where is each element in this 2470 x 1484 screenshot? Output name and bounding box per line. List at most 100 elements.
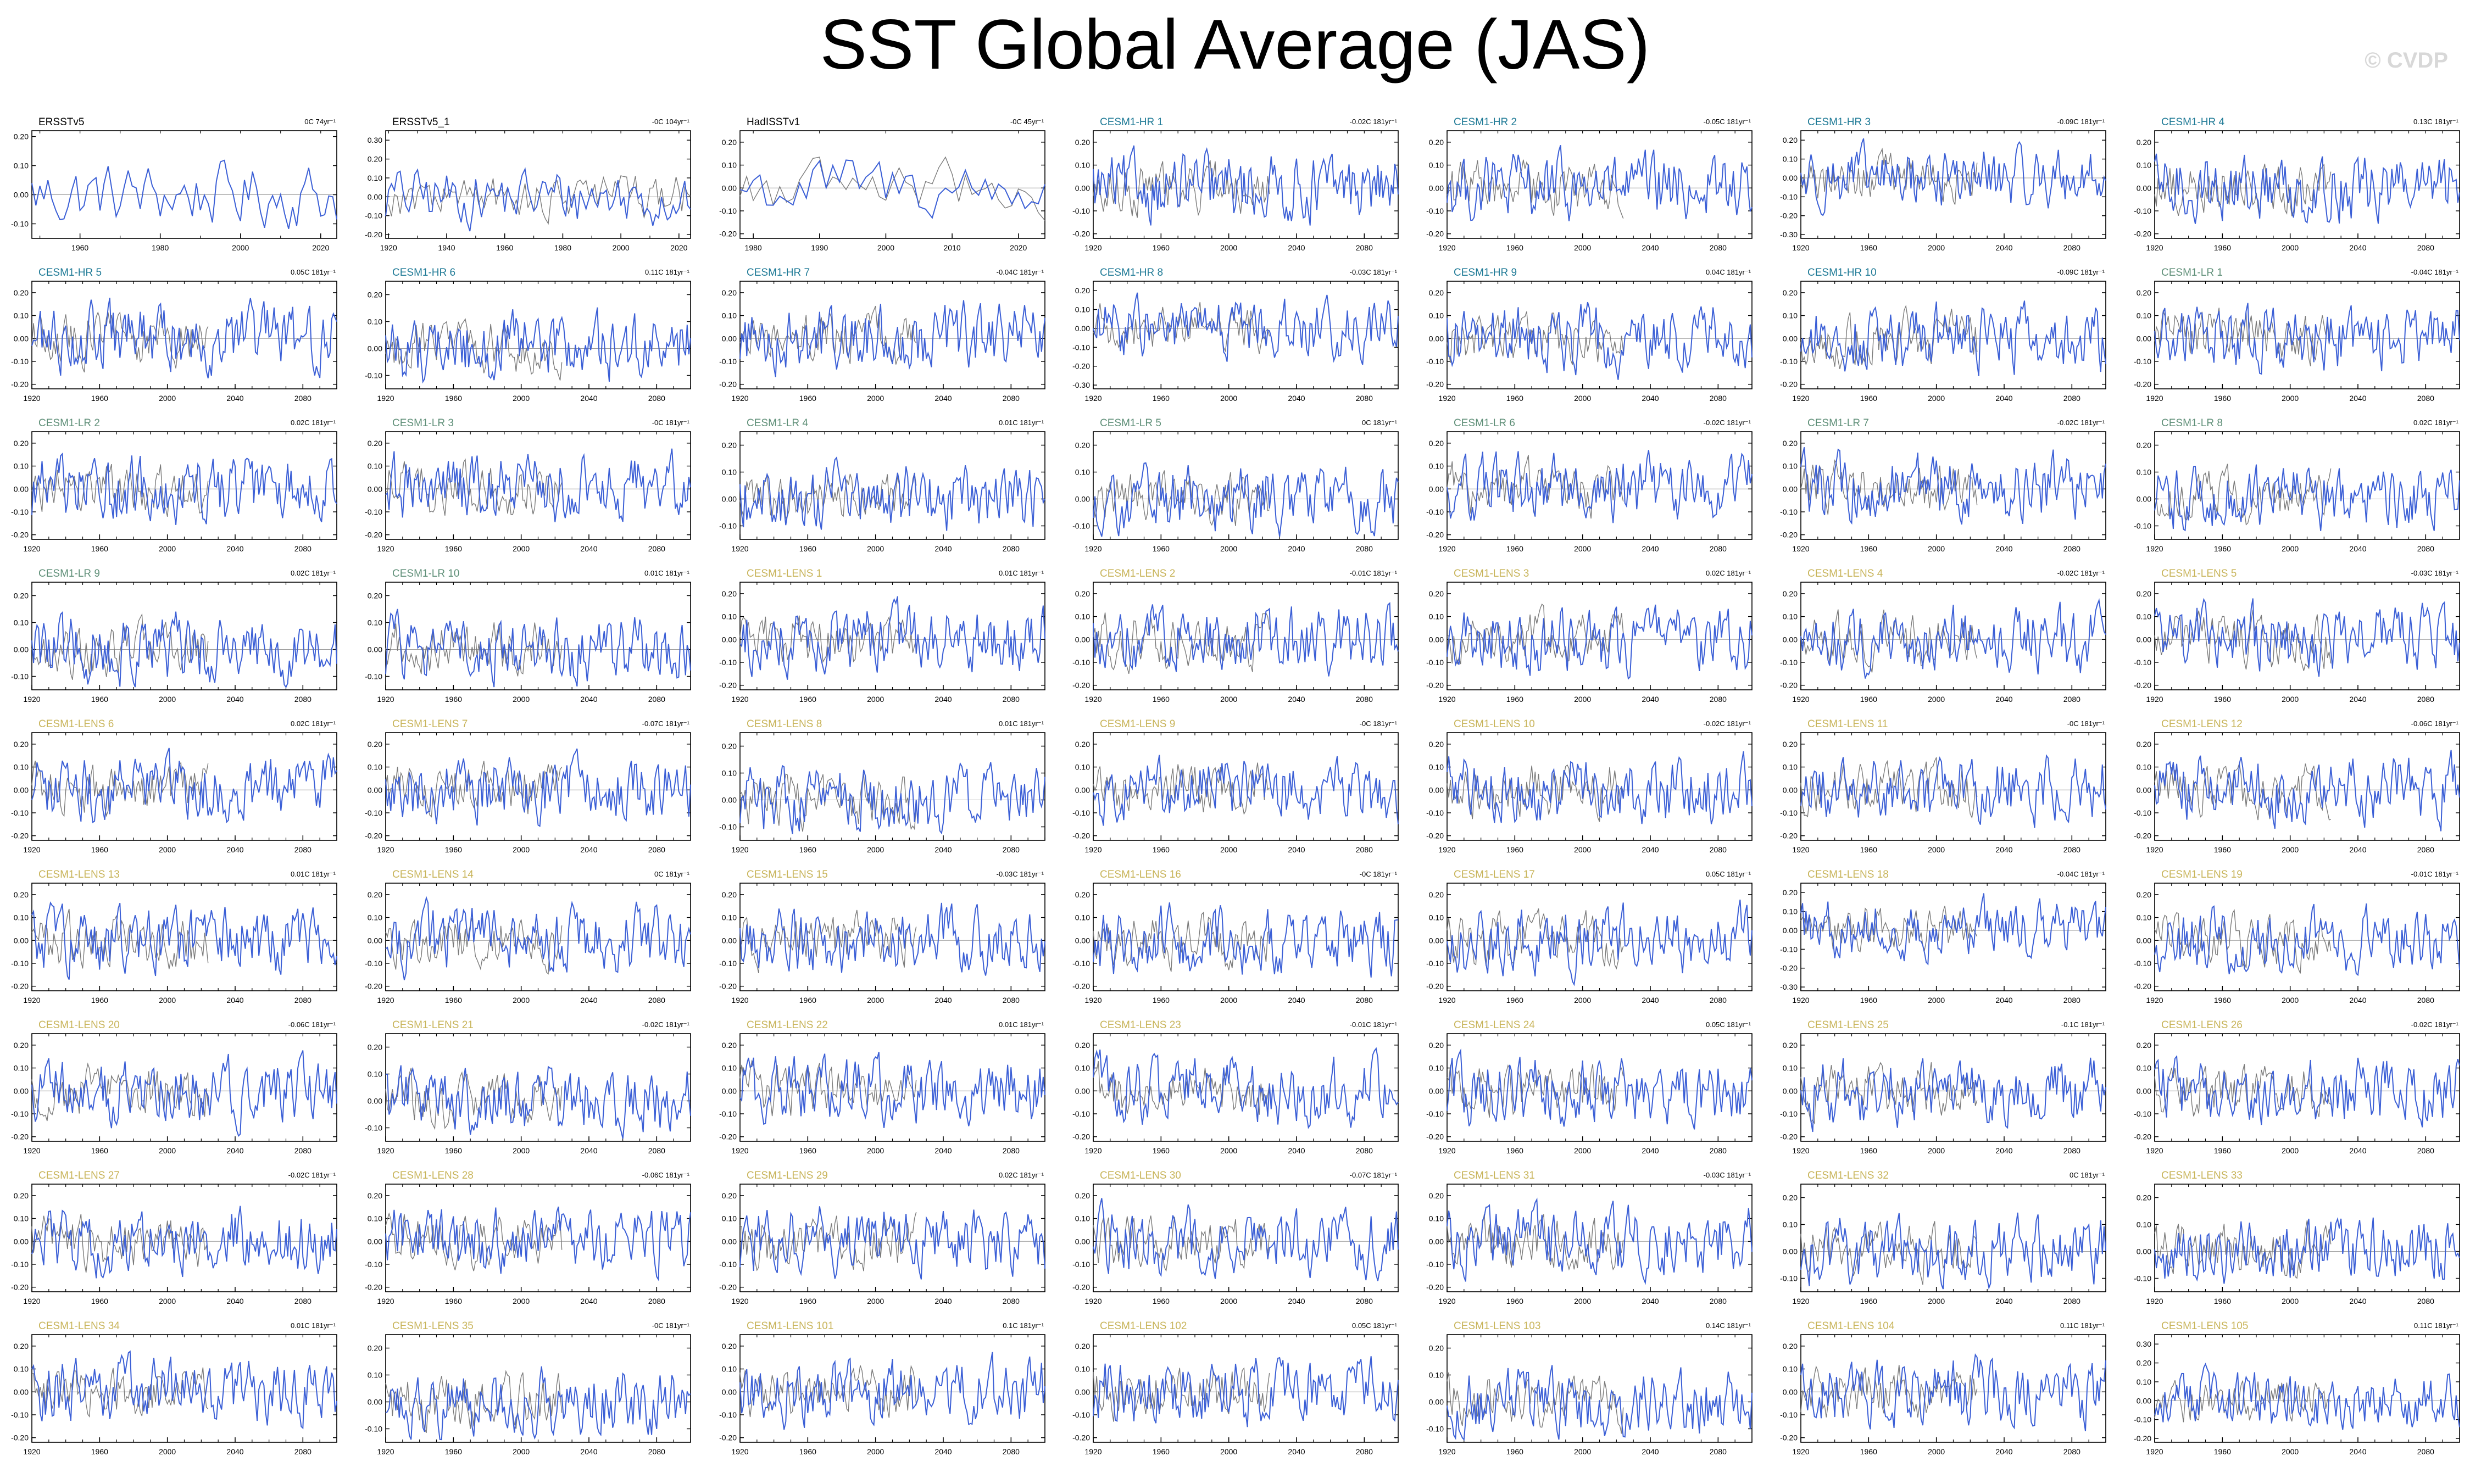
y-tick-label: -0.20: [365, 1283, 382, 1292]
y-tick-label: -0.20: [1426, 380, 1444, 389]
panel-frame: [1093, 582, 1399, 690]
panel-cesm1-lens-22: CESM1-LENS 22 0.01C 181yr⁻¹ 0.20 0.10 0.00 -0…: [719, 1019, 1045, 1155]
x-tick-label: 2000: [159, 845, 176, 854]
y-tick-label: -0.20: [719, 380, 737, 389]
x-tick-label: 1960: [1153, 1447, 1170, 1456]
x-tick-label: 2040: [1288, 544, 1305, 553]
x-tick-label: 1960: [2214, 394, 2231, 403]
x-tick-label: 1960: [799, 544, 816, 553]
panel-cesm1-lens-12: CESM1-LENS 12 -0.06C 181yr⁻¹ 0.20 0.10 0.00 -…: [2134, 718, 2460, 854]
x-tick-label: 1960: [2214, 1447, 2231, 1456]
panel-trend-label: 0.01C 181yr⁻¹: [291, 870, 336, 878]
x-tick-label: 2080: [1003, 1447, 1020, 1456]
x-tick-label: 2000: [1574, 394, 1591, 403]
copyright-watermark: © CVDP: [2365, 48, 2448, 72]
y-tick-label: -0.10: [719, 823, 737, 832]
y-tick-label: 0.20: [1075, 1191, 1090, 1200]
y-tick-label: -0.10: [2134, 357, 2151, 366]
model-series-line: [1447, 899, 1753, 986]
panel-title: ERSSTv5_1: [392, 116, 450, 128]
x-tick-label: 1920: [377, 996, 394, 1005]
panel-frame: [2154, 883, 2460, 991]
panel-cesm1-lens-6: CESM1-LENS 6 0.02C 181yr⁻¹ 0.20 0.10 0.00 -0.…: [11, 718, 337, 854]
y-tick-label: 0.10: [722, 769, 737, 778]
y-tick-label: -0.10: [1426, 1109, 1444, 1118]
y-tick-label: -0.20: [1426, 230, 1444, 238]
x-tick-label: 2000: [513, 394, 530, 403]
panel-trend-label: 0.02C 181yr⁻¹: [2413, 419, 2459, 427]
y-tick-label: 0.00: [14, 191, 29, 199]
y-tick-label: -0.10: [719, 658, 737, 667]
y-tick-label: 0.10: [14, 1064, 29, 1073]
x-tick-label: 1920: [377, 544, 394, 553]
y-tick-label: -0.10: [1780, 357, 1798, 366]
panel-frame: [1093, 1334, 1399, 1443]
x-tick-label: 2040: [934, 1146, 952, 1155]
x-tick-label: 2040: [1995, 1297, 2012, 1306]
x-tick-label: 2040: [2349, 1447, 2366, 1456]
x-tick-label: 2080: [294, 845, 311, 854]
y-tick-label: -0.20: [1072, 681, 1090, 690]
model-series-line: [2154, 1055, 2460, 1128]
panel-title: CESM1-LENS 13: [38, 869, 120, 880]
x-tick-label: 1920: [1084, 1297, 1102, 1306]
y-tick-label: 0.00: [1429, 936, 1444, 945]
x-tick-label: 2040: [1995, 695, 2012, 704]
model-series-line: [1447, 1365, 1753, 1441]
y-tick-label: -0.20: [719, 1283, 737, 1292]
y-tick-label: 0.20: [1429, 890, 1444, 899]
x-tick-label: 1980: [745, 243, 762, 252]
y-tick-label: 0.10: [2137, 311, 2151, 320]
x-tick-label: 2040: [2349, 1297, 2366, 1306]
x-tick-label: 1920: [23, 1297, 40, 1306]
panel-trend-label: 0.02C 181yr⁻¹: [1706, 569, 1751, 577]
panel-cesm1-lens-33: CESM1-LENS 33 0.20 0.10 0.00 -0.10 1920 1960 20…: [2134, 1170, 2460, 1306]
obs-series-line: [1447, 1372, 1624, 1434]
x-tick-label: 2080: [2063, 996, 2080, 1005]
x-tick-label: 1960: [445, 394, 462, 403]
x-tick-label: 1920: [23, 394, 40, 403]
y-tick-label: 0.20: [14, 1342, 29, 1351]
y-tick-label: 0.20: [368, 890, 382, 899]
y-tick-label: 0.10: [2137, 1064, 2151, 1073]
y-tick-label: -0.10: [1072, 959, 1090, 968]
x-tick-label: 1960: [91, 845, 108, 854]
model-series-line: [1093, 292, 1399, 365]
x-tick-label: 1920: [23, 544, 40, 553]
panel-trend-label: -0.06C 181yr⁻¹: [288, 1020, 336, 1029]
y-tick-label: 0.10: [722, 1365, 737, 1374]
y-tick-label: 0.00: [14, 1387, 29, 1396]
y-tick-label: -0.10: [11, 1109, 29, 1118]
x-tick-label: 1920: [377, 394, 394, 403]
y-tick-label: 0.20: [722, 441, 737, 450]
y-tick-label: -0.30: [1780, 230, 1798, 239]
x-tick-label: 1920: [1792, 544, 1809, 553]
panel-cesm1-lens-13: CESM1-LENS 13 0.01C 181yr⁻¹ 0.20 0.10 0.00 -0…: [11, 869, 337, 1005]
panel-frame: [739, 1033, 1045, 1142]
x-tick-label: 2000: [1220, 243, 1237, 252]
panel-frame: [2154, 582, 2460, 690]
y-tick-label: 0.00: [1783, 785, 1798, 794]
x-tick-label: 2040: [226, 544, 243, 553]
y-tick-label: 0.10: [722, 468, 737, 477]
x-tick-label: 2040: [580, 695, 597, 704]
panel-cesm1-lr-4: CESM1-LR 4 0.01C 181yr⁻¹ 0.20 0.10 0.00 -0.10…: [719, 417, 1045, 553]
y-tick-label: 0.00: [1429, 785, 1444, 794]
x-tick-label: 2040: [1642, 996, 1659, 1005]
y-tick-label: 0.10: [722, 612, 737, 621]
x-tick-label: 2040: [1288, 243, 1305, 252]
y-tick-label: 0.20: [368, 1191, 382, 1200]
model-series-line: [385, 748, 691, 827]
obs-series-line: [1093, 302, 1270, 354]
y-tick-label: 0.00: [1783, 1387, 1798, 1396]
y-tick-label: 0.10: [368, 174, 382, 182]
model-series-line: [385, 896, 691, 980]
y-tick-label: 0.20: [368, 291, 382, 299]
panel-frame: [385, 883, 691, 991]
obs-series-line: [385, 1068, 563, 1130]
x-tick-label: 2000: [867, 1297, 884, 1306]
x-tick-label: 1960: [91, 1447, 108, 1456]
panel-title: CESM1-LENS 5: [2161, 568, 2237, 579]
y-tick-label: 0.20: [1783, 740, 1798, 749]
obs-series-line: [1447, 1213, 1624, 1271]
